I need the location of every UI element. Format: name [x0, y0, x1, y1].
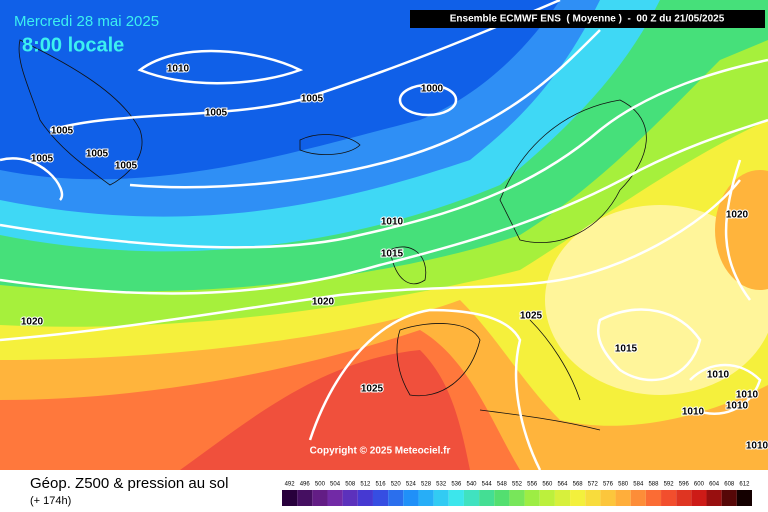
isobar-label: 1010: [726, 401, 749, 412]
scale-swatch: [479, 490, 495, 506]
scale-swatch: [600, 490, 616, 506]
scale-swatch: [388, 490, 404, 506]
scale-swatch: [418, 490, 434, 506]
scale-swatch: [327, 490, 343, 506]
scale-swatch: [357, 490, 373, 506]
scale-swatch: [282, 490, 298, 506]
scale-label: 512: [360, 482, 371, 488]
scale-label: 604: [709, 482, 720, 488]
scale-swatch: [509, 490, 525, 506]
isobar-label: 1025: [520, 311, 543, 322]
scale-label: 500: [315, 482, 326, 488]
scale-swatch: [615, 490, 631, 506]
model-label: Ensemble ECMWF ENS ( Moyenne ) - 00 Z du…: [450, 14, 725, 25]
scale-label: 556: [527, 482, 538, 488]
footer-lead: (+ 174h): [30, 495, 71, 507]
isobar-label: 1015: [615, 344, 638, 355]
scale-label: 584: [633, 482, 644, 488]
isobar-label: 1000: [421, 84, 444, 95]
map-background: [0, 0, 768, 470]
scale-label: 508: [345, 482, 356, 488]
model-box: [410, 10, 765, 28]
scale-label: 520: [391, 482, 402, 488]
coastlines: [18, 39, 647, 431]
scale-swatch: [448, 490, 464, 506]
scale-label: 600: [694, 482, 705, 488]
copyright: Copyright © 2025 Meteociel.fr: [310, 446, 451, 457]
isobar-labels: 1010 1005 1000 1005 1005 1005 1005 1005 1010 1015…: [20, 63, 768, 453]
isobar-label: 1020: [726, 210, 749, 221]
isobar-label: 1025: [361, 384, 384, 395]
isobar-label: 1010: [682, 407, 705, 418]
scale-swatch: [736, 490, 752, 506]
scale-label: 588: [648, 482, 659, 488]
time-label: 8:00 locale: [22, 34, 124, 56]
date-label: Mercredi 28 mai 2025: [14, 13, 159, 30]
scale-label: 564: [557, 482, 568, 488]
scale-label: 572: [588, 482, 599, 488]
scale-label: 532: [436, 482, 447, 488]
scale-label: 544: [482, 482, 493, 488]
scale-swatch: [539, 490, 555, 506]
scale-label: 496: [300, 482, 311, 488]
isobar-label: 1010: [707, 370, 730, 381]
scale-label: 568: [573, 482, 584, 488]
scale-swatch: [585, 490, 601, 506]
isobar-label: 1020: [21, 317, 44, 328]
isobar-label: 1005: [31, 154, 54, 165]
scale-label: 596: [679, 482, 690, 488]
scale-swatch: [494, 490, 510, 506]
scale-swatch: [342, 490, 358, 506]
scale-swatch: [297, 490, 313, 506]
scale-label: 592: [664, 482, 675, 488]
scale-swatch: [570, 490, 586, 506]
isobar-label: 1005: [86, 149, 109, 160]
scale-label: 504: [330, 482, 341, 488]
scale-label: 516: [376, 482, 387, 488]
isobar-label: 1005: [115, 161, 138, 172]
scale-swatch: [312, 490, 328, 506]
scale-label: 608: [724, 482, 735, 488]
scale-label: 492: [285, 482, 296, 488]
scale-label: 540: [467, 482, 478, 488]
color-scale: 492 496 500 504 508 512 516 520 524 528 532 536 540 5…: [282, 482, 752, 506]
isobar-label: 1010: [381, 217, 404, 228]
scale-label: 536: [451, 482, 462, 488]
isobar-label: 1010: [746, 441, 768, 452]
scale-swatch: [661, 490, 677, 506]
scale-label: 580: [618, 482, 629, 488]
scale-swatch: [433, 490, 449, 506]
scale-label: 552: [512, 482, 523, 488]
scale-swatch: [691, 490, 707, 506]
scale-label: 528: [421, 482, 432, 488]
scale-swatch: [721, 490, 737, 506]
scale-swatch: [524, 490, 540, 506]
scale-swatch: [403, 490, 419, 506]
scale-label: 576: [603, 482, 614, 488]
isobar-label: 1005: [301, 94, 324, 105]
isobar-label: 1005: [51, 126, 74, 137]
scale-label: 524: [406, 482, 417, 488]
isobar-label: 1015: [381, 249, 404, 260]
scale-label: 560: [542, 482, 553, 488]
scale-swatch: [630, 490, 646, 506]
scale-swatch: [676, 490, 692, 506]
isobar-label: 1020: [312, 297, 335, 308]
isobar-label: 1010: [167, 64, 190, 75]
footer-title: Géop. Z500 & pression au sol: [30, 475, 228, 492]
scale-swatch: [372, 490, 389, 506]
scale-label: 612: [739, 482, 750, 488]
scale-swatch: [706, 490, 722, 506]
scale-swatch: [463, 490, 480, 506]
scale-swatch: [645, 490, 662, 506]
isobar-label: 1010: [736, 390, 759, 401]
scale-swatch: [554, 490, 571, 506]
scale-label: 548: [497, 482, 508, 488]
isobar-label: 1005: [205, 108, 228, 119]
contours: [0, 0, 768, 415]
